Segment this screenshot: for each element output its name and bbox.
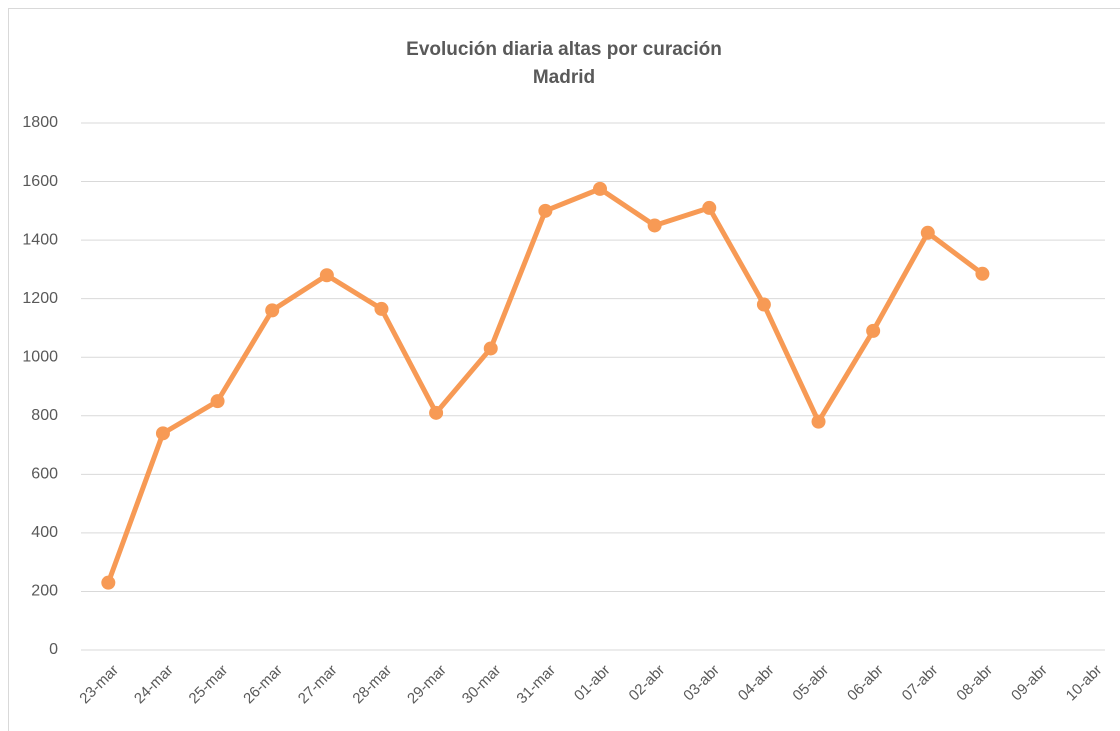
x-tick-label: 31-mar	[513, 662, 559, 708]
x-tick-label: 25-mar	[186, 662, 232, 708]
marker	[975, 266, 990, 281]
chart-border	[8, 8, 1120, 731]
chart-title: Evolución diaria altas por curación	[406, 39, 722, 60]
marker	[319, 268, 334, 283]
marker	[265, 303, 280, 318]
x-tick-label: 09-abr	[1008, 662, 1051, 705]
y-tick-label: 200	[31, 583, 58, 600]
marker	[101, 575, 116, 590]
marker	[866, 323, 881, 338]
y-tick-label: 1200	[22, 290, 58, 307]
x-tick-label: 02-abr	[626, 662, 669, 705]
x-tick-label: 23-mar	[76, 662, 122, 708]
marker	[538, 203, 553, 218]
y-tick-label: 0	[49, 641, 58, 658]
marker	[593, 181, 607, 196]
y-tick-label: 1400	[22, 231, 58, 248]
marker	[429, 405, 444, 420]
y-tick-label: 800	[31, 407, 58, 424]
x-tick-label: 27-mar	[295, 662, 341, 708]
marker	[210, 394, 225, 409]
marker	[811, 414, 826, 429]
x-tick-label: 03-abr	[680, 662, 723, 705]
x-tick-label: 08-abr	[953, 662, 996, 705]
marker	[920, 225, 935, 240]
x-tick-label: 24-mar	[131, 662, 177, 708]
x-tick-label: 10-abr	[1063, 662, 1106, 705]
x-tick-label: 28-mar	[349, 662, 395, 708]
y-tick-label: 1800	[22, 114, 58, 131]
y-tick-label: 1000	[22, 348, 58, 365]
marker	[756, 297, 771, 312]
y-tick-label: 1600	[22, 173, 58, 190]
line	[105, 186, 984, 584]
x-tick-label: 30-mar	[459, 662, 505, 708]
x-tick-label: 07-abr	[899, 662, 942, 705]
x-tick-label: 05-abr	[789, 662, 832, 705]
x-tick-label: 26-mar	[240, 662, 286, 708]
chart-subtitle: Madrid	[533, 67, 595, 88]
marker	[483, 341, 498, 356]
marker	[647, 218, 662, 233]
marker	[702, 200, 717, 215]
x-tick-label: 06-abr	[844, 662, 887, 705]
y-tick-label: 600	[31, 466, 58, 483]
marker	[374, 301, 389, 316]
x-tick-label: 04-abr	[735, 662, 778, 705]
x-tick-label: 01-abr	[571, 662, 614, 705]
y-tick-label: 400	[31, 524, 58, 541]
x-tick-label: 29-mar	[404, 662, 450, 708]
marker	[155, 426, 170, 441]
